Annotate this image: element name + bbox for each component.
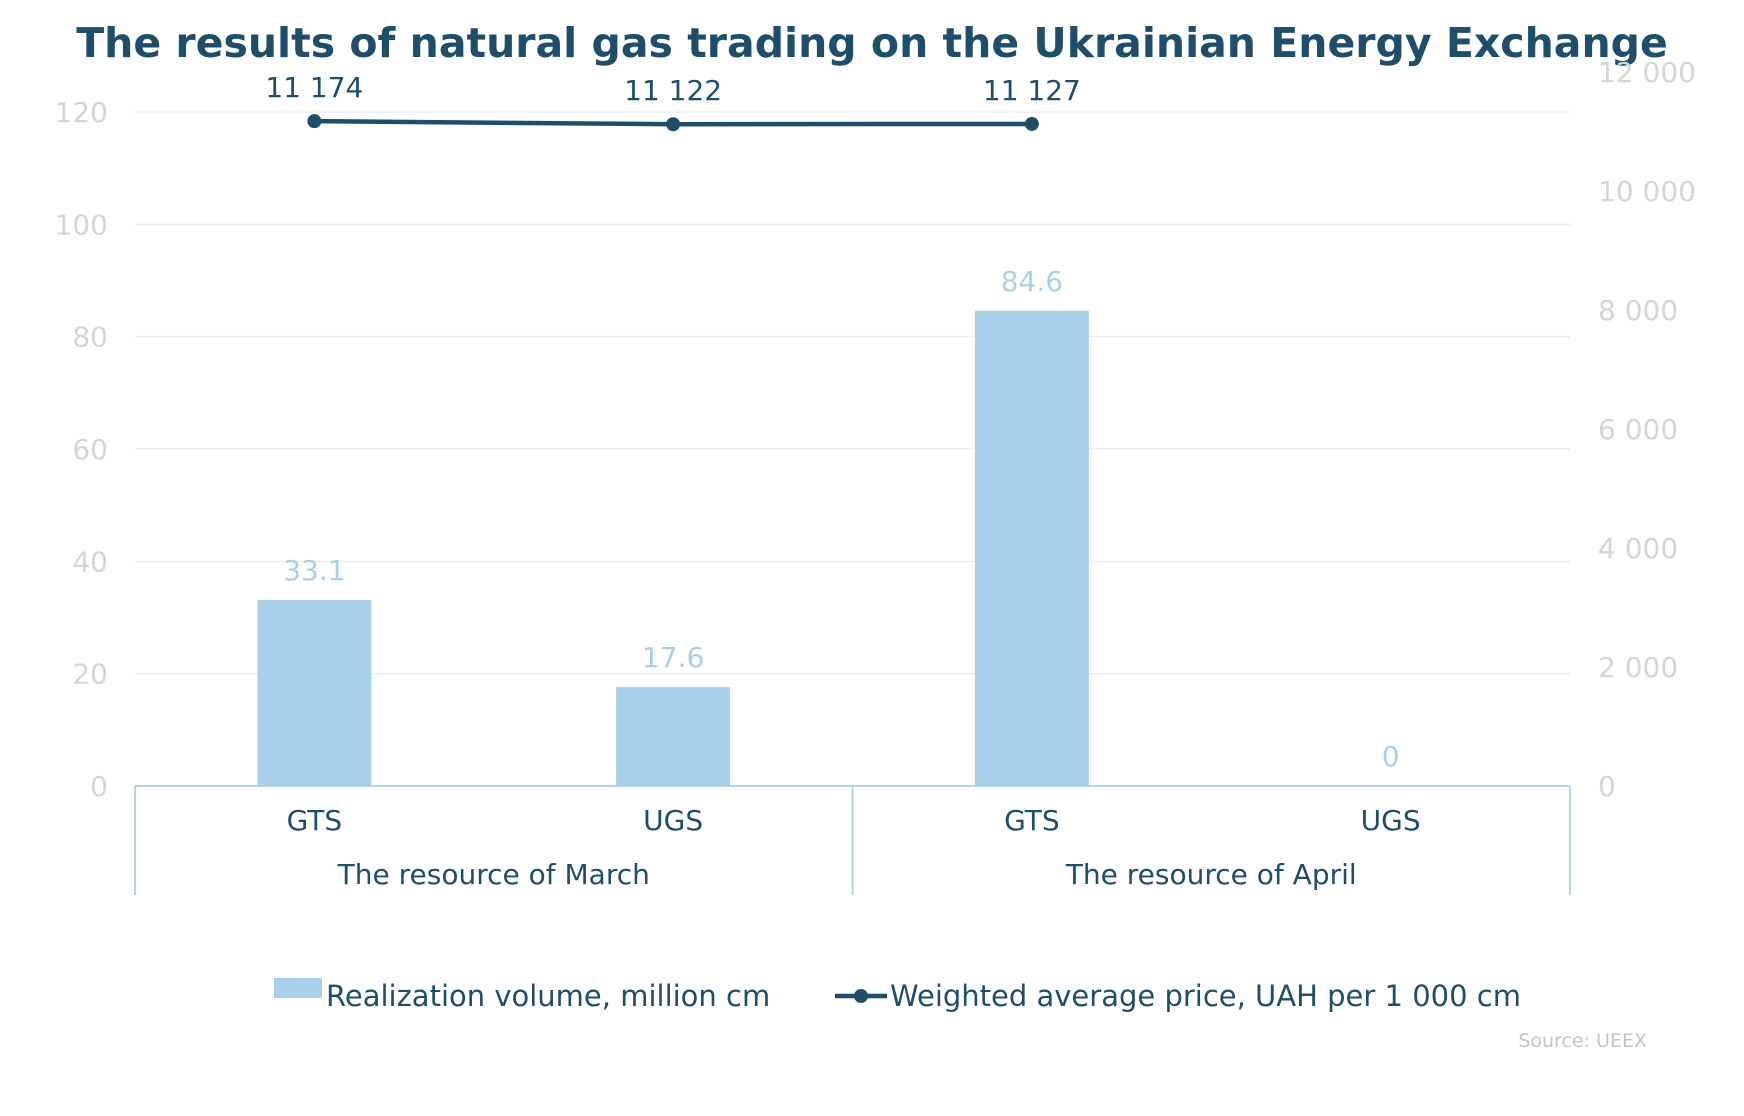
price-value-label: 11 174 <box>265 71 363 104</box>
left-tick-label: 80 <box>72 321 108 354</box>
bar-value-label: 0 <box>1382 740 1400 773</box>
price-point <box>307 114 322 129</box>
category-label: GTS <box>287 804 343 837</box>
left-tick-label: 0 <box>90 770 108 803</box>
right-tick-label: 10 000 <box>1598 175 1696 208</box>
price-point <box>1024 116 1039 131</box>
legend-bar-swatch <box>274 978 322 998</box>
category-label: GTS <box>1004 804 1060 837</box>
legend: Realization volume, million cm Weighted a… <box>274 978 1521 1013</box>
bar <box>616 687 731 786</box>
bar-value-label: 33.1 <box>283 554 345 587</box>
price-point <box>666 117 681 132</box>
left-tick-label: 100 <box>55 208 108 241</box>
right-tick-label: 6 000 <box>1598 413 1678 446</box>
bar-value-label: 84.6 <box>1001 265 1063 298</box>
price-value-label: 11 122 <box>624 74 722 107</box>
bar <box>257 600 372 786</box>
bar <box>974 310 1089 786</box>
left-tick-label: 40 <box>72 545 108 578</box>
right-tick-label: 8 000 <box>1598 294 1678 327</box>
source-label: Source: UEEX <box>1518 1030 1647 1052</box>
chart-title: The results of natural gas trading on th… <box>76 19 1668 67</box>
bar-value-label: 17.6 <box>642 641 704 674</box>
group-label: The resource of April <box>1065 858 1357 891</box>
left-tick-label: 20 <box>72 658 108 691</box>
left-axis: 0 20 40 60 80 100 120 <box>55 96 108 803</box>
left-tick-label: 120 <box>55 96 108 129</box>
price-value-label: 11 127 <box>983 74 1081 107</box>
right-tick-label: 12 000 <box>1598 56 1696 89</box>
group-label: The resource of March <box>337 858 650 891</box>
category-label: UGS <box>1361 804 1421 837</box>
gridlines <box>135 111 1570 675</box>
right-tick-label: 4 000 <box>1598 532 1678 565</box>
legend-line-marker <box>854 989 868 1003</box>
left-tick-label: 60 <box>72 433 108 466</box>
category-axis: GTS UGS GTS UGS The resource of March The res… <box>134 785 1571 895</box>
bar-series: 33.1 17.6 84.6 0 <box>257 265 1400 786</box>
legend-bar-label: Realization volume, million cm <box>326 979 770 1013</box>
right-tick-label: 2 000 <box>1598 651 1678 684</box>
right-tick-label: 0 <box>1598 770 1616 803</box>
line-series: 11 174 11 122 11 127 <box>265 71 1081 132</box>
legend-line-label: Weighted average price, UAH per 1 000 cm <box>890 979 1521 1013</box>
category-label: UGS <box>643 804 703 837</box>
right-axis: 0 2 000 4 000 6 000 8 000 10 000 12 000 <box>1598 56 1696 803</box>
